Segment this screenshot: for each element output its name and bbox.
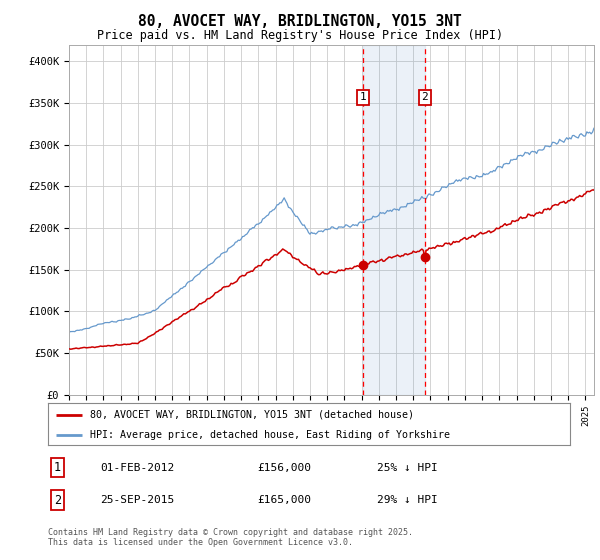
Text: 2: 2 — [54, 494, 61, 507]
Text: 29% ↓ HPI: 29% ↓ HPI — [377, 495, 437, 505]
Text: 01-FEB-2012: 01-FEB-2012 — [100, 463, 175, 473]
Text: 2: 2 — [421, 92, 428, 102]
Text: 25-SEP-2015: 25-SEP-2015 — [100, 495, 175, 505]
Text: Contains HM Land Registry data © Crown copyright and database right 2025.
This d: Contains HM Land Registry data © Crown c… — [48, 528, 413, 547]
Text: Price paid vs. HM Land Registry's House Price Index (HPI): Price paid vs. HM Land Registry's House … — [97, 29, 503, 42]
Text: 25% ↓ HPI: 25% ↓ HPI — [377, 463, 437, 473]
Text: £165,000: £165,000 — [257, 495, 311, 505]
Text: 1: 1 — [359, 92, 367, 102]
Text: HPI: Average price, detached house, East Riding of Yorkshire: HPI: Average price, detached house, East… — [90, 430, 450, 440]
Text: £156,000: £156,000 — [257, 463, 311, 473]
Bar — [363, 45, 425, 395]
Text: 1: 1 — [54, 461, 61, 474]
Text: 80, AVOCET WAY, BRIDLINGTON, YO15 3NT (detached house): 80, AVOCET WAY, BRIDLINGTON, YO15 3NT (d… — [90, 410, 414, 420]
Text: 80, AVOCET WAY, BRIDLINGTON, YO15 3NT: 80, AVOCET WAY, BRIDLINGTON, YO15 3NT — [138, 14, 462, 29]
